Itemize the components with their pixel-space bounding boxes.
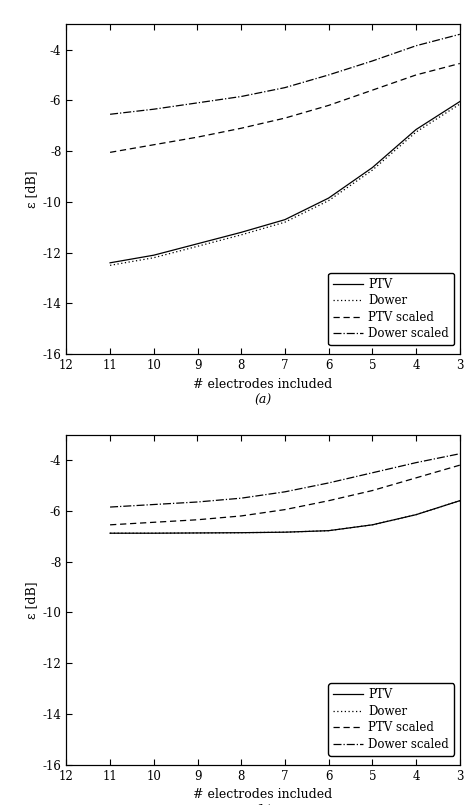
Dower bbox=[370, 520, 375, 530]
Dower scaled bbox=[107, 109, 113, 119]
Dower bbox=[370, 165, 375, 175]
PTV scaled bbox=[370, 485, 375, 495]
PTV bbox=[151, 250, 156, 260]
PTV scaled bbox=[195, 132, 201, 142]
Dower scaled bbox=[370, 56, 375, 66]
Dower scaled bbox=[151, 500, 156, 510]
X-axis label: # electrodes included: # electrodes included bbox=[193, 378, 333, 390]
Dower scaled bbox=[457, 449, 463, 459]
PTV bbox=[282, 215, 288, 225]
Dower bbox=[457, 99, 463, 109]
Line: Dower scaled: Dower scaled bbox=[110, 35, 460, 114]
Dower bbox=[326, 196, 331, 205]
Dower bbox=[238, 528, 244, 538]
Dower scaled bbox=[326, 478, 331, 488]
X-axis label: # electrodes included: # electrodes included bbox=[193, 788, 333, 801]
Dower scaled bbox=[282, 83, 288, 93]
PTV bbox=[151, 528, 156, 538]
Dower bbox=[151, 528, 156, 538]
PTV scaled bbox=[282, 505, 288, 514]
Dower scaled bbox=[238, 493, 244, 503]
Line: PTV scaled: PTV scaled bbox=[110, 64, 460, 152]
PTV scaled bbox=[370, 85, 375, 95]
Line: PTV: PTV bbox=[110, 101, 460, 262]
PTV scaled bbox=[107, 520, 113, 530]
PTV bbox=[326, 526, 331, 535]
Dower bbox=[282, 217, 288, 227]
Dower bbox=[413, 510, 419, 519]
PTV bbox=[370, 520, 375, 530]
Dower bbox=[195, 242, 201, 251]
Dower scaled bbox=[282, 487, 288, 497]
PTV scaled bbox=[413, 473, 419, 483]
Y-axis label: ε [dB]: ε [dB] bbox=[26, 171, 38, 208]
Legend: PTV, Dower, PTV scaled, Dower scaled: PTV, Dower, PTV scaled, Dower scaled bbox=[328, 683, 454, 756]
PTV scaled bbox=[195, 515, 201, 525]
Dower bbox=[151, 253, 156, 262]
PTV scaled bbox=[282, 114, 288, 123]
Line: Dower: Dower bbox=[110, 104, 460, 266]
PTV scaled bbox=[413, 70, 419, 80]
Line: Dower scaled: Dower scaled bbox=[110, 454, 460, 507]
PTV scaled bbox=[238, 123, 244, 133]
Dower scaled bbox=[413, 458, 419, 468]
Dower scaled bbox=[195, 497, 201, 507]
Y-axis label: ε [dB]: ε [dB] bbox=[26, 581, 38, 618]
Dower bbox=[107, 528, 113, 538]
Dower scaled bbox=[457, 30, 463, 39]
PTV bbox=[457, 97, 463, 106]
PTV bbox=[413, 510, 419, 519]
Dower bbox=[195, 528, 201, 538]
PTV scaled bbox=[238, 511, 244, 521]
Legend: PTV, Dower, PTV scaled, Dower scaled: PTV, Dower, PTV scaled, Dower scaled bbox=[328, 273, 454, 345]
PTV bbox=[238, 528, 244, 538]
PTV bbox=[457, 496, 463, 506]
Dower scaled bbox=[238, 92, 244, 101]
PTV scaled bbox=[107, 147, 113, 157]
PTV bbox=[107, 258, 113, 267]
Dower bbox=[457, 496, 463, 506]
Dower scaled bbox=[107, 502, 113, 512]
Text: (a): (a) bbox=[255, 394, 272, 407]
Dower scaled bbox=[195, 98, 201, 108]
Dower bbox=[107, 261, 113, 270]
PTV bbox=[238, 228, 244, 237]
PTV scaled bbox=[151, 140, 156, 150]
Dower scaled bbox=[370, 468, 375, 477]
Line: Dower: Dower bbox=[110, 501, 460, 533]
Line: PTV: PTV bbox=[110, 501, 460, 533]
Dower scaled bbox=[151, 105, 156, 114]
PTV bbox=[413, 125, 419, 134]
PTV bbox=[195, 239, 201, 249]
PTV bbox=[195, 528, 201, 538]
Dower scaled bbox=[326, 70, 331, 80]
Dower scaled bbox=[413, 41, 419, 51]
PTV scaled bbox=[457, 59, 463, 68]
Dower bbox=[326, 526, 331, 535]
PTV bbox=[326, 193, 331, 203]
Line: PTV scaled: PTV scaled bbox=[110, 465, 460, 525]
PTV scaled bbox=[326, 496, 331, 506]
PTV scaled bbox=[457, 460, 463, 470]
PTV scaled bbox=[326, 101, 331, 110]
PTV bbox=[107, 528, 113, 538]
Dower bbox=[282, 527, 288, 537]
PTV bbox=[370, 163, 375, 172]
Dower bbox=[413, 127, 419, 137]
PTV scaled bbox=[151, 518, 156, 527]
PTV bbox=[282, 527, 288, 537]
Dower bbox=[238, 230, 244, 240]
